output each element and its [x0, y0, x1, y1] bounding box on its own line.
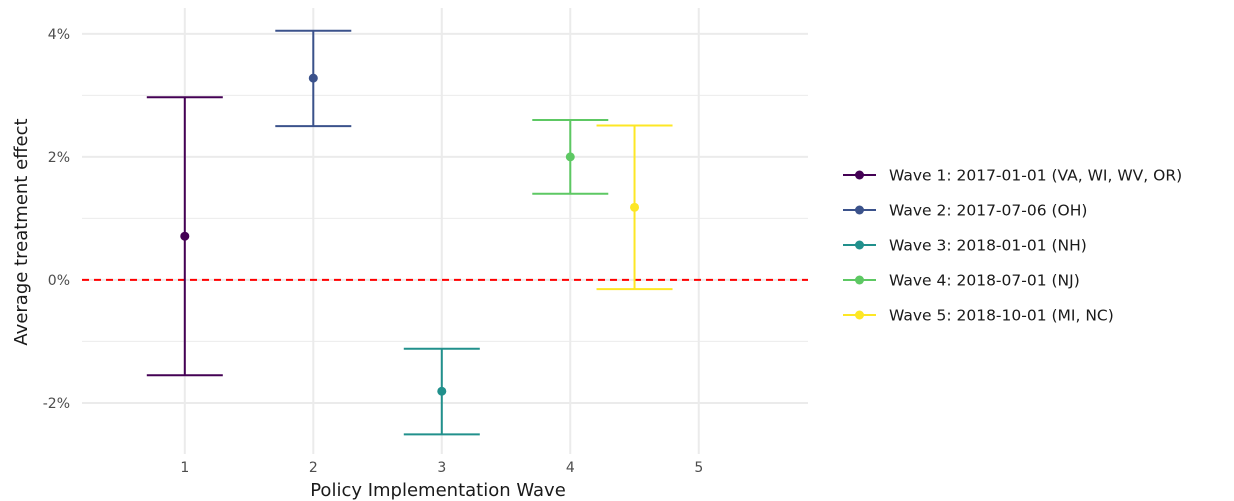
legend-item-wave-4: Wave 4: 2018-07-01 (NJ): [843, 272, 1080, 290]
legend-key-point: [855, 240, 864, 250]
y-tick-label: 0%: [48, 273, 70, 289]
point-estimate: [437, 386, 447, 396]
x-axis-title: Policy Implementation Wave: [310, 480, 566, 501]
legend-label: Wave 2: 2017-07-06 (OH): [889, 202, 1087, 220]
y-tick-label: 4%: [48, 27, 70, 43]
legend-item-wave-5: Wave 5: 2018-10-01 (MI, NC): [843, 307, 1114, 325]
errorbar-wave-3: [403, 347, 480, 436]
legend-item-wave-3: Wave 3: 2018-01-01 (NH): [843, 237, 1087, 255]
point-estimate: [180, 231, 190, 241]
legend-label: Wave 5: 2018-10-01 (MI, NC): [889, 307, 1114, 325]
legend-key-point: [855, 310, 864, 320]
grid: [82, 8, 808, 454]
y-axis-title: Average treatment effect: [11, 118, 32, 345]
errorbar-wave-1: [146, 96, 223, 377]
legend: Wave 1: 2017-01-01 (VA, WI, WV, OR) Wave …: [843, 167, 1182, 325]
legend-label: Wave 3: 2018-01-01 (NH): [889, 237, 1087, 255]
y-tick-label: -2%: [43, 396, 70, 412]
errorbar-wave-4: [532, 118, 609, 195]
x-tick-labels: 1 2 3 4 5: [180, 460, 703, 476]
errorbar-wave-5: [596, 124, 673, 291]
x-tick-label: 1: [180, 460, 189, 476]
y-tick-labels: -2% 0% 2% 4%: [43, 27, 70, 412]
x-tick-label: 3: [437, 460, 446, 476]
legend-label: Wave 1: 2017-01-01 (VA, WI, WV, OR): [889, 167, 1182, 185]
legend-item-wave-2: Wave 2: 2017-07-06 (OH): [843, 202, 1087, 220]
errorbar-wave-2: [275, 29, 352, 128]
legend-label: Wave 4: 2018-07-01 (NJ): [889, 272, 1080, 290]
y-tick-label: 2%: [48, 150, 70, 166]
x-tick-label: 2: [309, 460, 318, 476]
point-estimate: [630, 202, 640, 212]
x-tick-label: 5: [694, 460, 703, 476]
error-bars: [146, 29, 673, 436]
x-tick-label: 4: [566, 460, 575, 476]
legend-item-wave-1: Wave 1: 2017-01-01 (VA, WI, WV, OR): [843, 167, 1182, 185]
legend-key-point: [855, 170, 864, 180]
legend-key-point: [855, 275, 864, 285]
point-estimate: [565, 152, 575, 162]
point-estimate: [308, 73, 318, 83]
legend-key-point: [855, 205, 864, 215]
